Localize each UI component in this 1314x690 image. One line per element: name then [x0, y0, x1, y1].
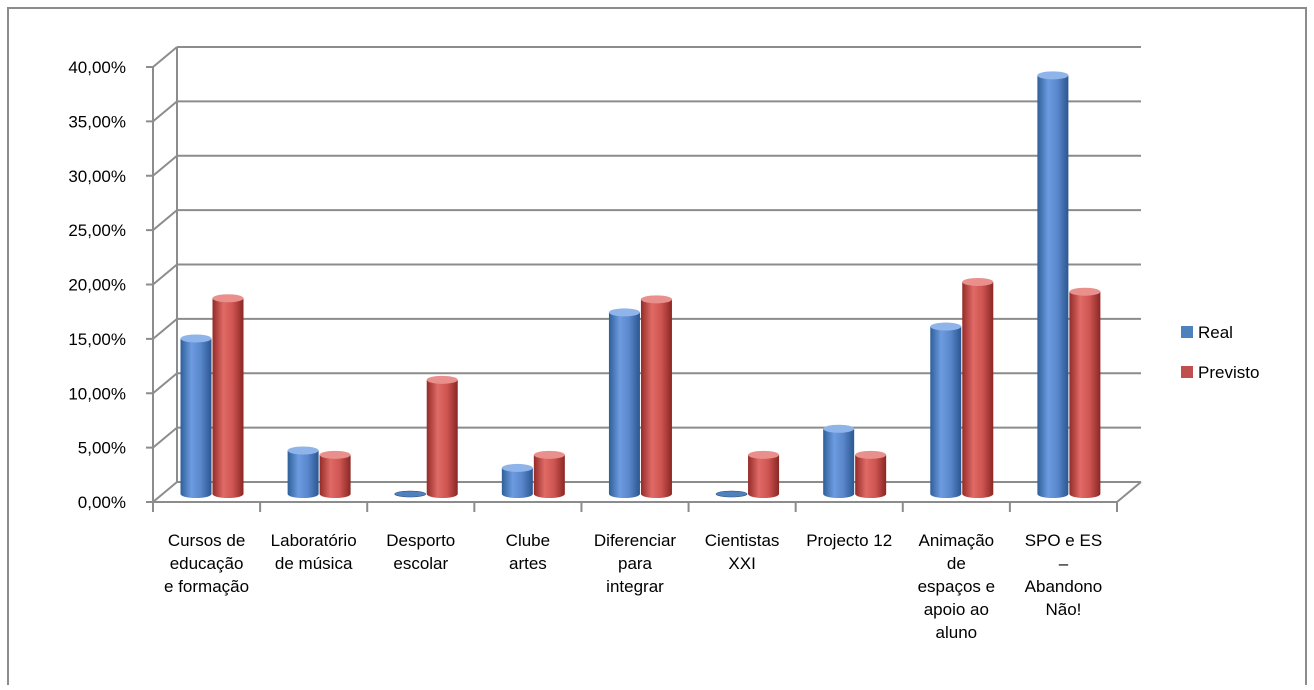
y-tick-label: 20,00% — [68, 276, 126, 295]
gridline-side — [152, 372, 178, 395]
bar-previsto — [962, 277, 994, 498]
y-tick-label: 5,00% — [78, 439, 126, 458]
gridline-side — [152, 481, 178, 503]
bar-previsto — [640, 295, 672, 498]
legend-item-previsto: Previsto — [1181, 363, 1259, 382]
bar-real — [287, 446, 319, 498]
bar-real — [715, 490, 748, 498]
gridline-side — [152, 263, 178, 286]
bar-real — [823, 424, 855, 498]
x-category-label: Desporto escolar — [386, 531, 455, 573]
bar-previsto — [533, 450, 565, 498]
x-category-label: SPO e ES – Abandono Não! — [1025, 531, 1103, 619]
legend-swatch — [1181, 366, 1193, 378]
legend-label: Previsto — [1198, 363, 1259, 382]
y-tick-label: 25,00% — [68, 221, 126, 240]
gridline-side — [152, 318, 178, 340]
legend-label: Real — [1198, 323, 1233, 342]
gridline-side — [152, 154, 178, 177]
legend-item-real: Real — [1181, 323, 1233, 342]
y-tick-label: 10,00% — [68, 384, 126, 403]
bar-real — [608, 308, 640, 498]
bar-previsto — [855, 450, 887, 498]
gridline-side — [152, 209, 178, 231]
bar-previsto — [1069, 287, 1101, 498]
bar-real — [180, 334, 212, 498]
bar-previsto — [748, 450, 780, 498]
bar-previsto — [319, 450, 351, 498]
bar-real — [394, 490, 427, 498]
x-category-label: Cientistas XXI — [705, 531, 780, 573]
y-tick-label: 30,00% — [68, 167, 126, 186]
legend-swatch — [1181, 326, 1193, 338]
bar-real — [501, 463, 533, 498]
x-category-label: Animação de espaços e apoio ao aluno — [918, 531, 996, 642]
bar-real — [1037, 71, 1069, 498]
x-category-label: Clube artes — [506, 531, 550, 573]
x-category-label: Laboratório de música — [271, 531, 357, 573]
x-category-label: Projecto 12 — [806, 531, 892, 550]
gridline-side — [152, 426, 178, 449]
y-tick-label: 0,00% — [78, 493, 126, 512]
y-tick-label: 35,00% — [68, 112, 126, 131]
x-category-label: Diferenciar para integrar — [594, 531, 677, 596]
bar-previsto — [212, 294, 244, 498]
bar-previsto — [426, 375, 458, 498]
y-tick-label: 40,00% — [68, 58, 126, 77]
gridline-side — [152, 100, 178, 123]
bar-real — [930, 322, 962, 498]
x-category-label: Cursos de educação e formação — [164, 531, 249, 596]
gridline-side — [152, 46, 178, 68]
y-tick-label: 15,00% — [68, 330, 126, 349]
